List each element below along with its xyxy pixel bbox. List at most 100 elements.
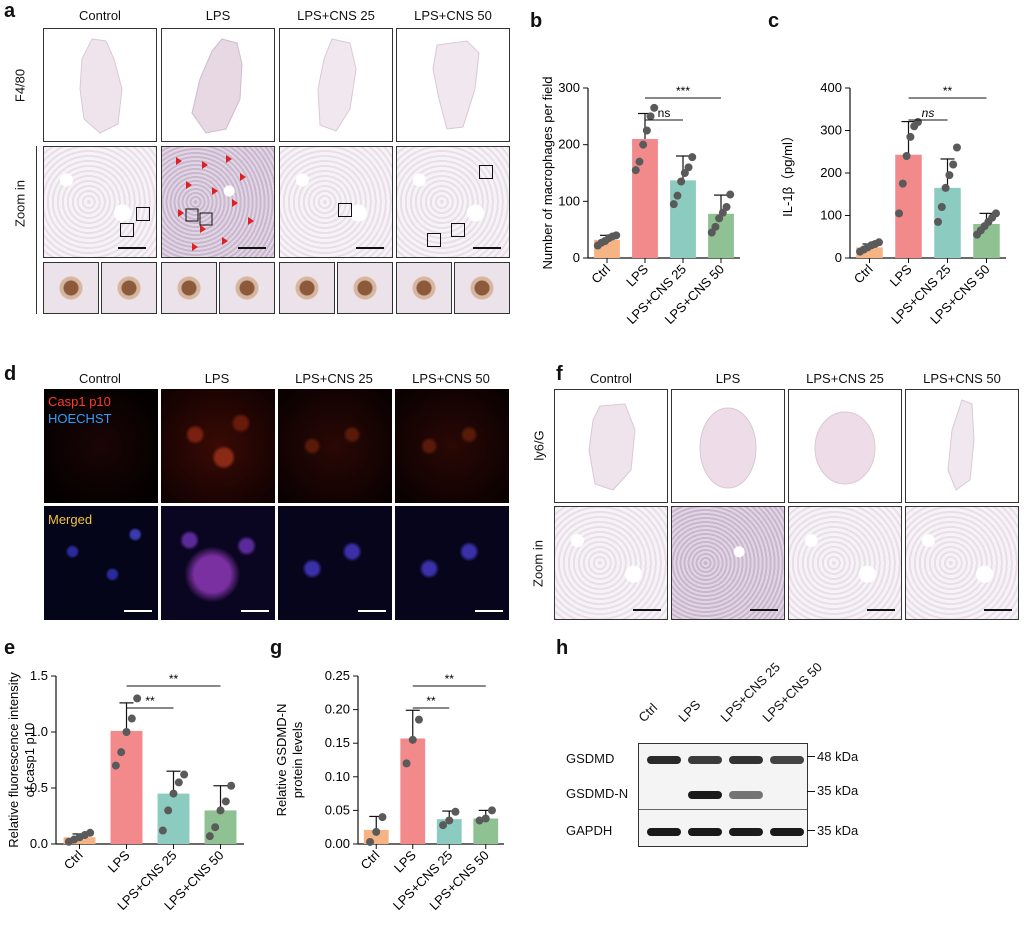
data-point — [650, 103, 659, 112]
y-tick-label: 0 — [835, 250, 842, 265]
bar-2 — [157, 793, 190, 844]
data-point — [216, 806, 225, 815]
y-tick-label: 0.05 — [325, 802, 350, 817]
f480-zoom-cns25 — [279, 146, 393, 258]
f-tissue-control — [554, 389, 668, 503]
sig-label: ** — [169, 672, 179, 686]
x-tick-label: LPS — [105, 847, 133, 875]
wb-band — [688, 756, 722, 764]
data-point — [726, 190, 735, 199]
d-label-casp1: Casp1 p10 — [48, 394, 111, 409]
data-point — [117, 748, 126, 757]
sig-label: ** — [426, 694, 436, 708]
wb-membrane — [638, 743, 808, 847]
y-tick-label: 200 — [820, 165, 842, 180]
d-casp1-cns50 — [395, 389, 509, 503]
f480-tissue-lps — [161, 28, 275, 142]
data-point — [169, 789, 178, 798]
data-point — [646, 112, 655, 121]
wb-band — [729, 828, 763, 836]
data-point — [487, 806, 496, 815]
f-col-cns25: LPS+CNS 25 — [806, 371, 884, 386]
y-tick-label: 300 — [820, 123, 842, 138]
data-point — [874, 238, 883, 247]
data-point — [715, 214, 724, 223]
f480-cell-3 — [161, 262, 217, 314]
y-axis-label-2: protein levels — [290, 721, 305, 798]
data-point — [414, 715, 423, 724]
f480-cell-5 — [279, 262, 335, 314]
wb-row-gapdh: GAPDH — [566, 823, 613, 838]
panel-label-a: a — [4, 0, 16, 22]
d-merged-cns25 — [278, 506, 392, 620]
f-tissue-cns25 — [788, 389, 902, 503]
data-point — [945, 171, 954, 180]
data-point — [906, 132, 915, 141]
bar-1 — [895, 154, 922, 258]
y-axis-label: Relative GSDMD-N — [274, 704, 289, 817]
data-point — [111, 761, 120, 770]
wb-kda-35b: 35 kDa — [817, 823, 859, 838]
data-point — [631, 166, 640, 175]
sig-label: ** — [943, 84, 953, 98]
data-point — [402, 759, 411, 768]
wb-band — [688, 828, 722, 836]
x-tick-label: Ctrl — [588, 261, 613, 286]
f480-tissue-cns25 — [279, 28, 393, 142]
f-zoom-cns50 — [905, 506, 1019, 620]
data-point — [174, 778, 183, 787]
f480-tissue-control — [43, 28, 157, 142]
d-col-cns25: LPS+CNS 25 — [295, 371, 373, 386]
wb-band — [729, 791, 763, 799]
wb-band — [770, 828, 804, 836]
d-label-hoechst: HOECHST — [48, 411, 112, 426]
x-tick-label: Ctrl — [357, 847, 382, 872]
d-merged-control — [44, 506, 158, 620]
data-point — [707, 228, 716, 237]
f480-zoom-cns50 — [396, 146, 510, 258]
sig-label: ** — [145, 694, 155, 708]
data-point — [481, 814, 490, 823]
data-point — [205, 832, 214, 841]
y-tick-label: 0.0 — [30, 836, 48, 851]
d-merged-cns50 — [395, 506, 509, 620]
wb-kda-48: 48 kDa — [817, 749, 859, 764]
f480-cell-8 — [454, 262, 510, 314]
data-point — [941, 183, 950, 192]
f-row-label-zoom: Zoom in — [530, 540, 546, 587]
wb-band — [729, 756, 763, 764]
data-point — [677, 177, 686, 186]
panel-label-h: h — [556, 637, 569, 659]
panel-label-b: b — [530, 10, 543, 32]
data-point — [612, 231, 621, 240]
sig-label: ** — [445, 672, 455, 686]
x-tick-label: LPS — [887, 261, 915, 289]
sig-label: *** — [676, 84, 690, 98]
d-col-control: Control — [79, 371, 121, 386]
wb-lane-lps: LPS — [675, 697, 704, 725]
f-tissue-lps — [671, 389, 785, 503]
data-point — [372, 827, 381, 836]
data-point — [378, 813, 387, 822]
row-label-zoom: Zoom in — [12, 180, 28, 227]
x-tick-label: Ctrl — [61, 847, 86, 872]
data-point — [635, 157, 644, 166]
sig-label: ns — [922, 106, 935, 120]
chart-e: 0.0 0.5 1.0 1.5 Relative fluorescence intens… — [6, 668, 244, 913]
d-col-lps: LPS — [204, 371, 230, 386]
y-tick-label: 0.20 — [325, 702, 350, 717]
bar-1 — [400, 738, 426, 844]
d-col-cns50: LPS+CNS 50 — [412, 371, 490, 386]
wb-band — [770, 756, 804, 764]
f-row-label-ly6g: ly6/G — [531, 430, 547, 461]
data-point — [86, 828, 95, 837]
data-point — [711, 222, 720, 231]
f480-cell-2 — [101, 262, 157, 314]
f480-cell-1 — [43, 262, 99, 314]
data-point — [451, 807, 460, 816]
f480-tissue-cns50 — [396, 28, 510, 142]
panel-label-g: g — [270, 637, 283, 659]
bar-1 — [110, 730, 143, 844]
